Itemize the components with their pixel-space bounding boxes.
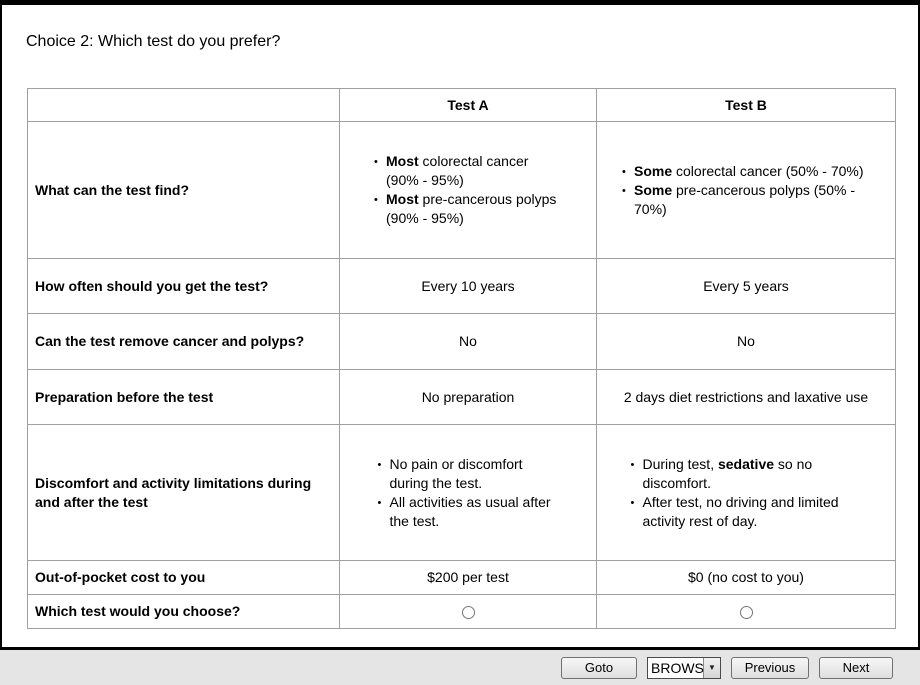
header-test-a: Test A [339,88,597,122]
survey-panel: Choice 2: Which test do you prefer? Test… [0,0,920,650]
row-label: What can the test find? [27,121,340,259]
test-b-radio[interactable] [739,606,753,620]
next-button[interactable]: Next [819,656,893,679]
value-cell: Every 5 years [596,258,896,314]
row-label: Which test would you choose? [27,594,340,629]
table-row: Preparation before the test No preparatio… [27,369,896,425]
value-cell: 2 days diet restrictions and laxative us… [596,369,896,425]
table-row: Out-of-pocket cost to you $200 per test $0… [27,560,896,595]
bullet-item: Most pre-cancerous polyps (90% - 95%) [372,190,564,228]
goto-button[interactable]: Goto [561,656,637,679]
value-cell: No preparation [339,369,597,425]
bullet-list-cell: Most colorectal cancer (90% - 95%)Most p… [339,121,597,259]
table-header-row: Test A Test B [27,88,896,122]
value-cell: No [339,313,597,370]
row-label: Out-of-pocket cost to you [27,560,340,595]
table-row: Which test would you choose? [27,594,896,629]
test-a-radio[interactable] [461,606,475,620]
value-cell: $200 per test [339,560,597,595]
bullet-item: Some colorectal cancer (50% - 70%) [620,162,872,182]
row-label: Preparation before the test [27,369,340,425]
row-label: Discomfort and activity limitations duri… [27,424,340,561]
test-comparison-table: Test A Test B What can the test find?Mos… [27,88,896,629]
bullet-list-cell: During test, sedative so no discomfort.A… [596,424,896,561]
table-row: Can the test remove cancer and polyps? No… [27,313,896,370]
bullet-item: During test, sedative so no discomfort. [629,455,864,493]
navigation-footer: Goto BROWS ▼ Previous Next [0,650,920,685]
goto-target-value: BROWS [651,659,703,676]
value-cell: Every 10 years [339,258,597,314]
goto-target-select[interactable]: BROWS ▼ [647,656,721,679]
header-test-b: Test B [596,88,896,122]
bullet-list-cell: No pain or discomfort during the test.Al… [339,424,597,561]
bullet-item: All activities as usual after the test. [376,493,561,531]
header-blank-cell [27,88,340,122]
bullet-item: No pain or discomfort during the test. [376,455,561,493]
chevron-down-icon: ▼ [703,657,720,678]
table-row: What can the test find?Most colorectal c… [27,121,896,259]
row-label: How often should you get the test? [27,258,340,314]
value-cell: No [596,313,896,370]
bullet-item: After test, no driving and limited activ… [629,493,864,531]
value-cell: $0 (no cost to you) [596,560,896,595]
row-label: Can the test remove cancer and polyps? [27,313,340,370]
table-row: Discomfort and activity limitations duri… [27,424,896,561]
radio-cell [596,594,896,629]
page-title: Choice 2: Which test do you prefer? [26,33,281,50]
radio-cell [339,594,597,629]
previous-button[interactable]: Previous [731,656,809,679]
table-row: How often should you get the test? Every … [27,258,896,314]
bullet-item: Most colorectal cancer (90% - 95%) [372,152,564,190]
bullet-list-cell: Some colorectal cancer (50% - 70%)Some p… [596,121,896,259]
bullet-item: Some pre-cancerous polyps (50% - 70%) [620,181,872,219]
